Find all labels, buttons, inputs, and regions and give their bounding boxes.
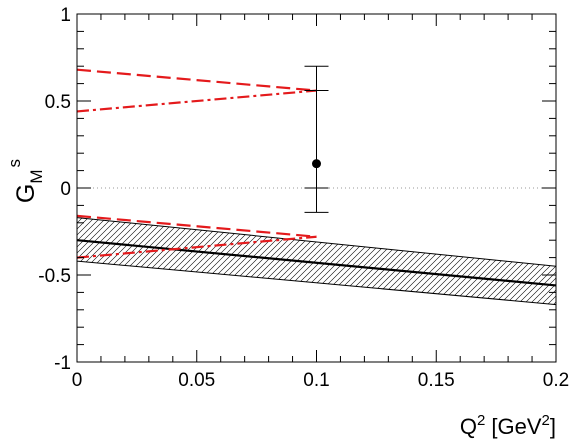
y-tick-label: -0.5 [38,266,71,287]
y-axis-label-sup: s [5,159,24,168]
x-tick-label: 0.2 [543,370,569,391]
series-line-central [77,239,556,287]
hatched-uncertainty-band [77,217,556,306]
x-tick-label: 0 [72,370,83,391]
x-axis-label-pre: Q [460,414,477,439]
series-line-dashed-upper [77,68,317,92]
y-tick-label: 0 [60,179,71,200]
series-line-dashdot-lower [77,235,317,259]
y-axis-label-sub: M [27,169,46,183]
x-tick-label: 0.1 [303,370,329,391]
x-axis-label-post: ] [550,414,556,439]
x-axis-label: Q2 [GeV2] [460,412,556,439]
y-axis-label-main: G [12,184,40,203]
data-point-marker [312,159,321,169]
x-axis-label-sup2: 2 [542,412,550,429]
y-tick-label: 0.5 [45,92,71,113]
x-tick-label: 0.15 [418,370,455,391]
x-tick-label: 0.05 [178,370,215,391]
series-line-dashed-lower [77,214,317,238]
x-axis-label-mid: [GeV [485,414,542,439]
x-axis-label-sup: 2 [477,412,485,429]
y-axis-label: GMs [5,159,46,203]
y-tick-label: 1 [60,5,71,26]
series-line-dashdot-upper [77,89,317,113]
y-tick-label: -1 [54,353,71,374]
